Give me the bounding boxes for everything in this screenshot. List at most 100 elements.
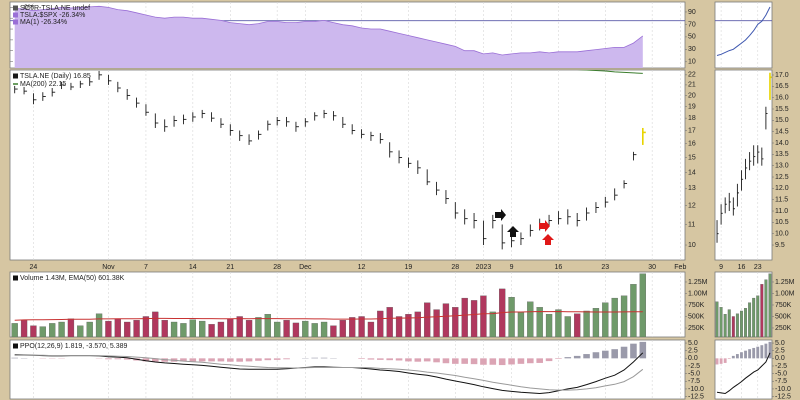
volume-bar	[283, 320, 290, 337]
y-tick-label: 10.0	[775, 231, 789, 238]
y-tick-label: 11.0	[775, 208, 788, 215]
histogram-bar	[731, 355, 735, 359]
volume-bar	[764, 279, 768, 337]
x-tick-label: Feb	[674, 264, 686, 271]
y-tick-label: 1.00M	[688, 290, 708, 297]
y-tick-label: 16	[688, 140, 696, 147]
volume-bar	[292, 322, 300, 337]
volume-bar	[433, 309, 440, 337]
x-tick-label: 12	[358, 264, 366, 271]
y-tick-label: 250K	[775, 325, 792, 332]
volume-bar	[442, 303, 450, 337]
volume-bar	[227, 318, 234, 337]
x-tick-label: 23	[601, 264, 609, 271]
volume-bar	[302, 320, 309, 337]
y-tick-label: 750K	[775, 302, 792, 309]
y-tick-label: 16.5	[775, 83, 789, 90]
volume-bar	[274, 321, 281, 337]
y-tick-label: 12.0	[775, 185, 789, 192]
y-tick-label: 22	[688, 72, 696, 79]
histogram-bar	[611, 349, 618, 359]
histogram-bar	[452, 358, 459, 364]
y-tick-label: 11	[688, 221, 695, 228]
histogram-bar	[217, 358, 225, 362]
y2-tick-label: 70	[688, 21, 696, 28]
histogram-bar	[630, 343, 637, 359]
volume-bar	[264, 314, 271, 337]
y-tick-label: 13.0	[775, 163, 789, 170]
histogram-bar	[255, 358, 262, 361]
volume-bar	[311, 323, 318, 337]
volume-bar	[592, 308, 600, 337]
histogram-bar	[760, 345, 764, 359]
x-tick-label: 21	[226, 264, 234, 271]
y-tick-label: 15.0	[775, 117, 789, 124]
y-tick-label: 20	[688, 92, 696, 99]
histogram-bar	[768, 341, 772, 359]
plot-area	[716, 72, 772, 243]
volume-bar	[723, 314, 727, 337]
arrow-right	[495, 209, 506, 221]
volume-bar	[527, 301, 534, 337]
y-tick-label: 16.0	[775, 95, 789, 102]
volume-bar	[555, 309, 562, 337]
y-tick-label: 11.5	[775, 197, 788, 204]
y-tick-label: 17.0	[775, 72, 789, 79]
y-tick-label: 0.0	[775, 355, 785, 362]
volume-bar	[424, 302, 431, 337]
panel	[714, 69, 773, 261]
legend-label: SCTR-TSLA.NE undef	[20, 5, 90, 12]
area	[14, 6, 643, 68]
volume-bar	[574, 313, 581, 337]
histogram-bar	[740, 352, 743, 359]
histogram-bar	[236, 358, 243, 362]
legend-label: MA(1) -26.34%	[20, 19, 67, 26]
panel-title: Volume 1.43M, EMA(50) 601.38K	[20, 275, 125, 282]
y-tick-label: 1.25M	[775, 279, 795, 286]
histogram-bar	[498, 358, 506, 366]
x-tick-label: 16	[555, 264, 563, 271]
volume-bar	[602, 302, 609, 337]
x-tick-label: 14	[189, 264, 197, 271]
y2-tick-label: 10	[688, 59, 696, 66]
y-tick-label: -12.5	[775, 393, 791, 400]
y-tick-label: 18	[688, 115, 696, 122]
volume-bar	[95, 313, 103, 337]
x-tick-label: 7	[144, 264, 148, 271]
volume-bar	[760, 284, 764, 337]
y-tick-label: 10	[688, 242, 696, 249]
x-tick-label: 9	[510, 264, 514, 271]
volume-bar	[536, 307, 543, 337]
histogram-bar	[756, 346, 760, 359]
plot-area	[11, 341, 647, 395]
volume-bar	[349, 317, 356, 337]
panel	[714, 1, 773, 69]
y-tick-label: 17	[688, 127, 696, 134]
histogram-bar	[719, 358, 723, 364]
histogram-bar	[386, 358, 393, 361]
annotation-arrows	[495, 209, 554, 245]
histogram-bar	[744, 350, 747, 359]
histogram-bar	[536, 358, 543, 363]
volume-bar	[67, 318, 75, 337]
volume-bar	[752, 297, 756, 337]
histogram-bar	[367, 358, 375, 360]
series-line	[577, 70, 643, 74]
y-tick-label: 9.5	[775, 242, 785, 249]
volume-bar	[320, 321, 328, 337]
volume-bar	[367, 321, 375, 337]
x-tick-label: 2023	[476, 264, 492, 271]
volume-bar	[377, 310, 384, 337]
y2-tick-label: 30	[688, 46, 696, 53]
y-tick-label: 21	[688, 82, 696, 89]
panel	[9, 271, 686, 338]
panel	[714, 271, 773, 338]
histogram-bar	[573, 355, 581, 359]
x-tick-label: 19	[405, 264, 413, 271]
series-line	[14, 354, 644, 391]
y-tick-label: -5.0	[775, 370, 787, 377]
histogram-bar	[395, 358, 403, 361]
volume-bar	[470, 300, 478, 337]
area-line	[14, 5, 644, 56]
